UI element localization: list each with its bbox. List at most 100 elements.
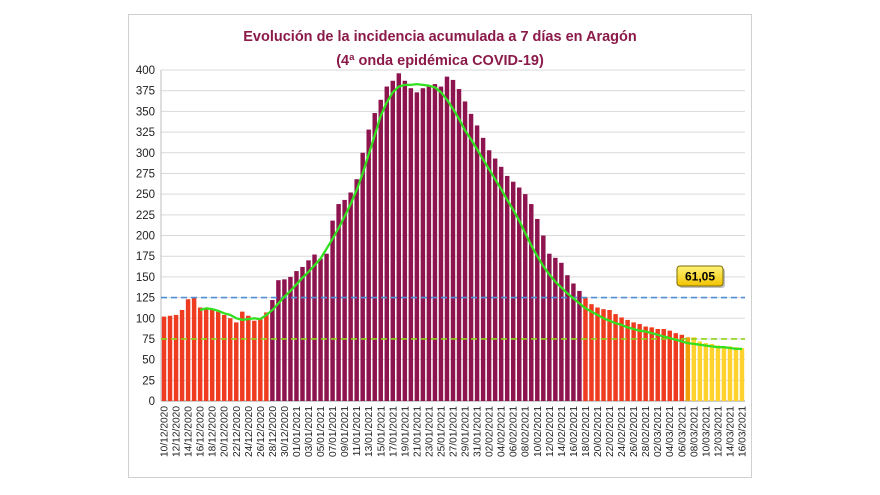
x-tick-label: 26/12/2020 [256, 406, 267, 457]
y-tick-label: 150 [136, 272, 155, 284]
moving-average-line [199, 82, 742, 351]
bar [697, 341, 703, 401]
x-tick-label: 12/03/2021 [713, 406, 724, 457]
x-tick-label: 14/03/2021 [725, 406, 736, 457]
bar [191, 297, 197, 401]
bar [215, 311, 221, 401]
bar [631, 322, 636, 401]
bar [480, 137, 486, 401]
x-tick-label: 28/12/2020 [268, 406, 279, 457]
x-tick-label: 10/12/2020 [160, 406, 171, 457]
bar [667, 330, 672, 401]
bar [649, 327, 654, 401]
chart-frame: Evolución de la incidencia acumulada a 7… [128, 14, 752, 478]
bar [432, 84, 438, 401]
chart-title: Evolución de la incidencia acumulada a 7… [243, 29, 637, 45]
x-tick-label: 10/03/2021 [701, 406, 712, 457]
bar [324, 253, 329, 401]
x-tick-label: 09/01/2021 [340, 406, 351, 457]
bar [348, 192, 353, 401]
bar [426, 85, 432, 401]
bar [336, 204, 341, 401]
x-tick-label: 13/01/2021 [364, 406, 375, 457]
x-tick-label: 08/02/2021 [521, 406, 532, 457]
x-tick-label: 08/03/2021 [689, 406, 700, 457]
x-tick-label: 01/01/2021 [292, 406, 303, 457]
bar [601, 309, 606, 401]
bar [637, 324, 642, 401]
x-tick-label: 25/01/2021 [436, 406, 447, 457]
y-tick-label: 0 [149, 396, 155, 408]
x-axis-ticks: 10/12/2020 12/12/2020 14/12/2020 16/12/2020… [160, 406, 749, 457]
y-tick-label: 175 [136, 251, 155, 263]
bar [228, 318, 233, 401]
bar [739, 348, 745, 401]
bar [474, 125, 480, 401]
bar [167, 315, 173, 401]
x-tick-label: 27/01/2021 [449, 406, 460, 457]
bar [240, 311, 245, 401]
bar [185, 299, 191, 401]
bar [595, 307, 600, 401]
bar [408, 88, 414, 401]
reference-lines [161, 296, 745, 340]
bar [234, 322, 239, 401]
x-tick-label: 18/02/2021 [581, 406, 592, 457]
bar [258, 319, 263, 401]
bar [571, 283, 576, 401]
bar [252, 320, 257, 401]
x-tick-label: 02/02/2021 [485, 406, 496, 457]
bars [161, 73, 745, 402]
bar [661, 329, 666, 401]
bar [366, 129, 371, 401]
latest-value-callout: 61,05 [676, 265, 725, 288]
bar [438, 86, 444, 402]
bar [643, 326, 648, 401]
x-tick-label: 06/03/2021 [677, 406, 688, 457]
bar [444, 76, 450, 401]
bar [372, 113, 377, 401]
bar [577, 290, 582, 401]
bar [673, 333, 678, 401]
bar [733, 347, 739, 401]
bar [360, 152, 365, 401]
bar [655, 329, 660, 401]
bar [541, 235, 546, 401]
bar [221, 314, 227, 401]
bar [396, 73, 402, 401]
x-tick-label: 02/03/2021 [653, 406, 664, 457]
y-tick-label: 100 [136, 313, 155, 325]
y-tick-label: 25 [142, 375, 155, 387]
bar [462, 101, 468, 401]
x-tick-label: 24/12/2020 [244, 406, 255, 457]
bar [516, 187, 522, 401]
x-tick-label: 30/12/2020 [280, 406, 291, 457]
bar [173, 314, 179, 401]
bar [306, 260, 311, 401]
bar [535, 218, 540, 401]
x-tick-label: 14/12/2020 [184, 406, 195, 457]
bar [709, 343, 715, 401]
x-tick-label: 16/03/2021 [737, 406, 748, 457]
bar [685, 337, 691, 401]
x-tick-label: 16/02/2021 [569, 406, 580, 457]
x-tick-label: 06/02/2021 [509, 406, 520, 457]
x-tick-label: 28/02/2021 [641, 406, 652, 457]
bar [589, 304, 594, 401]
x-tick-label: 21/01/2021 [412, 406, 423, 457]
bar [264, 312, 269, 401]
bar [420, 88, 426, 401]
bar [691, 337, 697, 401]
bar [300, 266, 305, 401]
x-tick-label: 14/02/2021 [557, 406, 568, 457]
x-tick-label: 12/12/2020 [172, 406, 183, 457]
y-tick-label: 300 [136, 148, 155, 160]
bar [330, 220, 335, 401]
bar [727, 346, 733, 401]
bar [179, 309, 185, 401]
bar [553, 257, 558, 401]
bar [625, 319, 630, 401]
x-tick-label: 11/01/2021 [352, 406, 363, 457]
bar [456, 89, 462, 401]
y-axis-ticks: 0 25 50 75 100 125 150 175 200 225 250 275 300 325 350… [136, 65, 155, 408]
